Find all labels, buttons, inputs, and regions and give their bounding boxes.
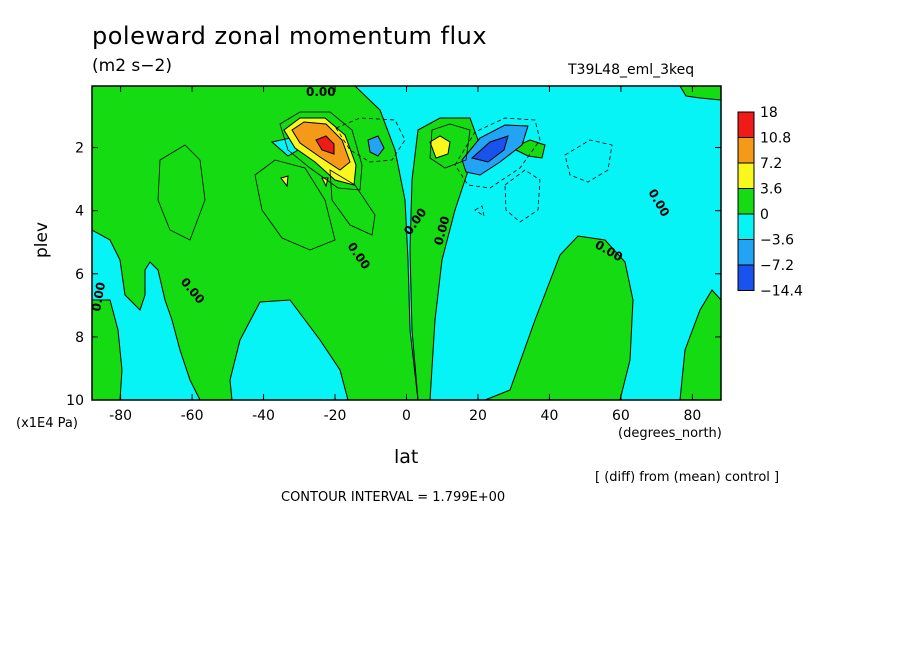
colorbar-swatch-0	[737, 111, 755, 138]
x-tick-label-0: -80	[109, 408, 132, 424]
colorbar-swatch-5	[737, 239, 755, 266]
colorbar-label-1: 10.8	[760, 131, 791, 147]
y-tick-label-1: 4	[75, 204, 84, 220]
contour-dashed-2	[454, 117, 541, 189]
colorbar-swatch-1	[737, 137, 755, 164]
region-positive-east	[484, 235, 634, 400]
region-positive-west-lower	[92, 299, 123, 400]
diff-note: [ (diff) from (mean) control ]	[595, 470, 780, 485]
region-positive-top-east	[679, 86, 721, 101]
colorbar-swatch-3	[737, 188, 755, 215]
x-tick-label-7: 60	[612, 408, 630, 424]
x-tick-label-4: 0	[402, 408, 411, 424]
x-tick-label-3: -20	[324, 408, 347, 424]
colorbar-swatch-6	[737, 264, 755, 291]
region-positive-mid-strip	[409, 117, 479, 400]
colorbar-swatch-4	[737, 213, 755, 240]
colorbar-swatch-2	[737, 162, 755, 189]
chart-units: (m2 s−2)	[92, 56, 172, 76]
region-red-max	[315, 135, 335, 155]
x-axis-units: (degrees_north)	[618, 426, 722, 441]
x-tick-label-5: 20	[469, 408, 487, 424]
x-tick-label-8: 80	[683, 408, 701, 424]
region-yellow-small-1	[429, 135, 451, 159]
chart-title: poleward zonal momentum flux	[92, 22, 488, 50]
y-axis-ticks: 2 4 6 8 10	[66, 141, 721, 409]
contour-interval: CONTOUR INTERVAL = 1.799E+00	[281, 490, 506, 505]
x-tick-label-2: -40	[252, 408, 275, 424]
colorbar-label-5: −3.6	[760, 233, 794, 249]
contour-line-2	[254, 159, 336, 251]
colorbar-label-7: −14.4	[760, 284, 803, 300]
x-tick-label-1: -60	[181, 408, 204, 424]
y-tick-label-2: 6	[75, 267, 84, 283]
colorbar-label-3: 3.6	[760, 182, 782, 198]
colorbar-label-6: −7.2	[760, 258, 794, 274]
x-tick-label-6: 40	[541, 408, 559, 424]
run-label: T39L48_eml_3keq	[568, 62, 695, 78]
contour-label-top: 0.00	[306, 85, 336, 99]
y-tick-label-4: 10	[66, 393, 84, 409]
contour-dashed-4	[564, 139, 613, 183]
colorbar-label-2: 7.2	[760, 156, 782, 172]
contour-line-1	[157, 144, 206, 241]
contour-dashed-3	[504, 169, 541, 223]
colorbar: 18 10.8 7.2 3.6 0 −3.6 −7.2 −14.4	[737, 105, 803, 300]
contour-dashed-5	[474, 205, 485, 217]
contour-dashed-1	[335, 117, 406, 163]
x-axis-label: lat	[394, 446, 419, 468]
region-positive-far-east	[679, 289, 721, 400]
region-dark-blue-min	[470, 135, 509, 163]
contour-line-3	[329, 169, 376, 236]
colorbar-label-4: 0	[760, 207, 769, 223]
contour-line-4	[429, 123, 471, 169]
contour-label-2: 0.00	[89, 281, 108, 313]
y-axis-units: (x1E4 Pa)	[16, 416, 78, 431]
x-axis-ticks: -80 -60 -40 -20 0 20 40 60 80	[109, 86, 701, 424]
y-tick-label-0: 2	[75, 141, 84, 157]
contour-line-5	[279, 111, 363, 191]
region-blue-small	[367, 135, 385, 157]
colorbar-label-0: 18	[760, 105, 778, 121]
y-tick-label-3: 8	[75, 330, 84, 346]
region-yellow-small-2	[280, 175, 289, 188]
